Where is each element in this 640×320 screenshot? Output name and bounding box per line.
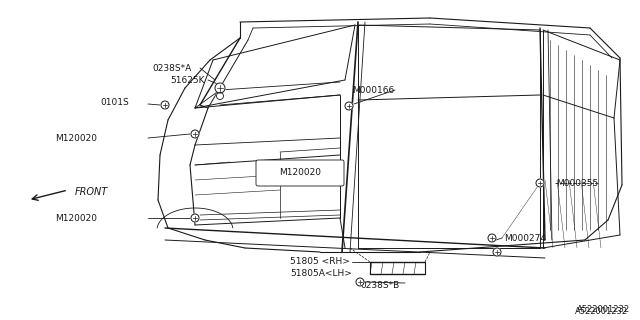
Circle shape bbox=[493, 248, 501, 256]
Circle shape bbox=[191, 130, 199, 138]
Circle shape bbox=[161, 101, 169, 109]
Circle shape bbox=[356, 278, 364, 286]
Text: M000355: M000355 bbox=[556, 179, 598, 188]
Text: M120020: M120020 bbox=[55, 133, 97, 142]
Text: A522001232: A522001232 bbox=[575, 308, 628, 316]
Circle shape bbox=[345, 102, 353, 110]
Text: M120020: M120020 bbox=[55, 213, 97, 222]
Circle shape bbox=[216, 92, 223, 100]
Text: M000274: M000274 bbox=[504, 234, 546, 243]
Text: 51805 <RH>: 51805 <RH> bbox=[290, 258, 350, 267]
Circle shape bbox=[215, 83, 225, 93]
Circle shape bbox=[191, 214, 199, 222]
Text: 51625K: 51625K bbox=[170, 76, 205, 84]
Text: 0101S: 0101S bbox=[100, 98, 129, 107]
Circle shape bbox=[536, 179, 544, 187]
Text: FRONT: FRONT bbox=[75, 187, 108, 197]
Text: 0238S*A: 0238S*A bbox=[152, 63, 191, 73]
Text: 51805A<LH>: 51805A<LH> bbox=[290, 268, 352, 277]
Text: 0238S*B: 0238S*B bbox=[360, 281, 399, 290]
Text: A522001232: A522001232 bbox=[577, 306, 630, 315]
Text: M000166: M000166 bbox=[352, 85, 394, 94]
Circle shape bbox=[488, 234, 496, 242]
Text: M120020: M120020 bbox=[279, 167, 321, 177]
FancyBboxPatch shape bbox=[256, 160, 344, 186]
